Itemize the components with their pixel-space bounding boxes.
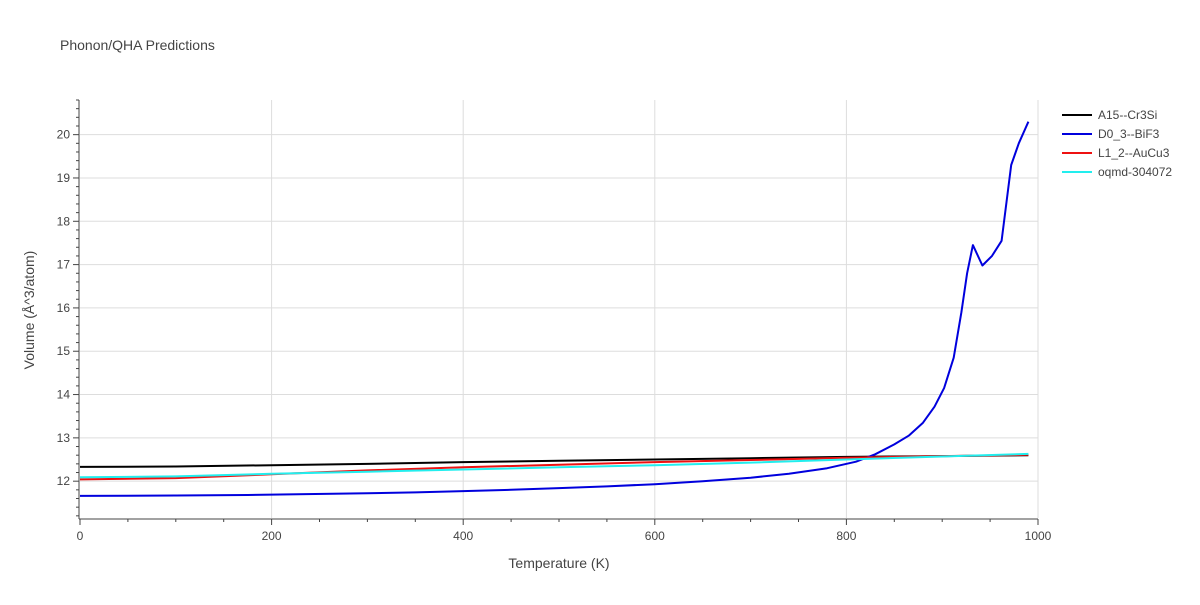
axes: 0 200 400 600 800 1000 12 13 14 15 16 17 18 19 20 [57,99,1052,543]
x-axis-label: Temperature (K) [508,555,609,571]
x-tick-label: 400 [453,529,473,543]
grid [80,100,1039,518]
legend-label: A15--Cr3Si [1098,108,1157,122]
y-tick-label: 18 [57,214,71,228]
legend-item[interactable]: A15--Cr3Si [1062,108,1157,122]
legend-label: L1_2--AuCu3 [1098,146,1170,160]
y-tick-label: 16 [57,301,71,315]
y-tick-label: 15 [57,344,71,358]
legend-label: D0_3--BiF3 [1098,127,1160,141]
y-tick-label: 17 [57,258,71,272]
x-tick-label: 200 [262,529,282,543]
y-tick-label: 20 [57,128,71,142]
x-tick-label: 600 [645,529,665,543]
x-tick-label: 0 [77,529,84,543]
legend-item[interactable]: oqmd-304072 [1062,165,1172,179]
y-tick-label: 12 [57,474,71,488]
legend-item[interactable]: L1_2--AuCu3 [1062,146,1170,160]
y-tick-label: 14 [57,388,71,402]
y-axis-label: Volume (Å^3/atom) [21,251,37,370]
x-tick-label: 1000 [1025,529,1052,543]
series-line [79,452,1029,479]
y-tick-label: 19 [57,171,71,185]
chart-title: Phonon/QHA Predictions [60,37,215,53]
legend-item[interactable]: D0_3--BiF3 [1062,127,1160,141]
legend[interactable]: A15--Cr3Si D0_3--BiF3 L1_2--AuCu3 oqmd-3040… [1062,108,1172,179]
legend-label: oqmd-304072 [1098,165,1172,179]
y-tick-label: 13 [57,431,71,445]
x-tick-label: 800 [836,529,856,543]
series-layer [79,121,1030,497]
